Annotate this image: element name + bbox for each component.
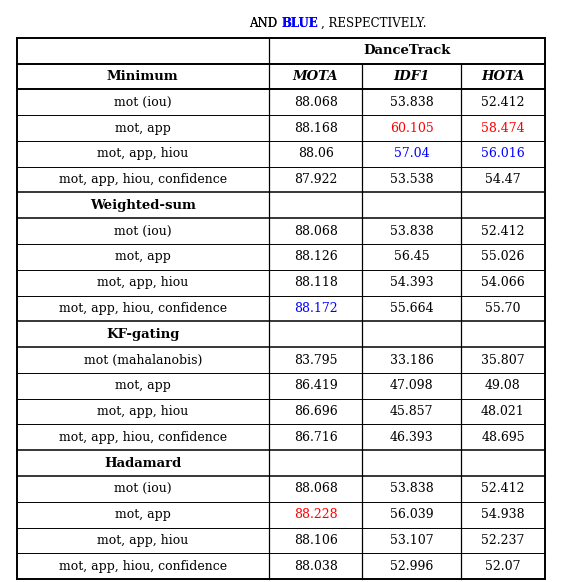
- Text: 88.168: 88.168: [293, 122, 338, 134]
- Text: AND: AND: [249, 17, 281, 30]
- Text: IDF1: IDF1: [393, 70, 430, 83]
- Text: 87.922: 87.922: [294, 173, 337, 186]
- Text: 35.807: 35.807: [481, 353, 525, 367]
- Text: 88.06: 88.06: [298, 147, 333, 160]
- Text: 53.838: 53.838: [390, 96, 433, 109]
- Text: 56.45: 56.45: [394, 250, 429, 264]
- Text: 88.068: 88.068: [293, 225, 338, 237]
- Text: mot, app, hiou: mot, app, hiou: [97, 276, 188, 289]
- Text: 47.098: 47.098: [390, 379, 433, 392]
- Text: 45.857: 45.857: [390, 405, 433, 418]
- Text: 83.795: 83.795: [294, 353, 337, 367]
- Text: 56.016: 56.016: [481, 147, 525, 160]
- Text: 53.538: 53.538: [390, 173, 433, 186]
- Text: 88.172: 88.172: [294, 302, 337, 315]
- Text: mot, app, hiou: mot, app, hiou: [97, 405, 188, 418]
- Text: mot (iou): mot (iou): [114, 482, 171, 495]
- Text: 57.04: 57.04: [394, 147, 429, 160]
- Text: Hadamard: Hadamard: [104, 457, 182, 470]
- Text: mot, app, hiou: mot, app, hiou: [97, 534, 188, 547]
- Text: 56.039: 56.039: [390, 508, 433, 521]
- Text: 49.08: 49.08: [485, 379, 521, 392]
- Text: 55.70: 55.70: [485, 302, 521, 315]
- Text: 53.107: 53.107: [390, 534, 433, 547]
- Text: MOTA: MOTA: [293, 70, 338, 83]
- Text: mot (iou): mot (iou): [114, 225, 171, 237]
- Text: mot, app, hiou, confidence: mot, app, hiou, confidence: [58, 173, 227, 186]
- Text: 54.938: 54.938: [481, 508, 525, 521]
- Text: 48.695: 48.695: [481, 431, 525, 444]
- Text: 58.474: 58.474: [481, 122, 525, 134]
- Text: mot, app, hiou, confidence: mot, app, hiou, confidence: [58, 302, 227, 315]
- Text: 53.838: 53.838: [390, 225, 433, 237]
- Text: 88.068: 88.068: [293, 482, 338, 495]
- Text: BLUE: BLUE: [281, 17, 318, 30]
- Text: mot, app: mot, app: [115, 379, 171, 392]
- Text: 54.393: 54.393: [390, 276, 433, 289]
- Text: 52.07: 52.07: [485, 560, 521, 573]
- Text: KF-gating: KF-gating: [106, 328, 179, 340]
- Text: 60.105: 60.105: [390, 122, 433, 134]
- Text: 53.838: 53.838: [390, 482, 433, 495]
- Text: mot (iou): mot (iou): [114, 96, 171, 109]
- Text: 54.066: 54.066: [481, 276, 525, 289]
- Text: 86.696: 86.696: [294, 405, 337, 418]
- Text: HOTA: HOTA: [481, 70, 525, 83]
- Text: 88.068: 88.068: [293, 96, 338, 109]
- Text: 52.412: 52.412: [481, 482, 525, 495]
- Text: 46.393: 46.393: [390, 431, 433, 444]
- Text: Minimum: Minimum: [107, 70, 179, 83]
- Text: 52.996: 52.996: [390, 560, 433, 573]
- Text: AND: AND: [249, 17, 281, 30]
- Text: 52.412: 52.412: [481, 225, 525, 237]
- Text: 48.021: 48.021: [481, 405, 525, 418]
- Text: , RESPECTIVELY.: , RESPECTIVELY.: [321, 17, 427, 30]
- Text: DanceTrack: DanceTrack: [363, 44, 451, 57]
- Text: 88.038: 88.038: [293, 560, 338, 573]
- Text: 52.412: 52.412: [481, 96, 525, 109]
- Text: 55.664: 55.664: [390, 302, 433, 315]
- Text: mot, app, hiou, confidence: mot, app, hiou, confidence: [58, 560, 227, 573]
- Text: mot, app: mot, app: [115, 250, 171, 264]
- Text: mot, app, hiou: mot, app, hiou: [97, 147, 188, 160]
- Text: mot, app: mot, app: [115, 508, 171, 521]
- Text: mot, app: mot, app: [115, 122, 171, 134]
- Text: 88.106: 88.106: [293, 534, 338, 547]
- Text: 88.118: 88.118: [293, 276, 338, 289]
- Text: Weighted-sum: Weighted-sum: [90, 199, 196, 212]
- Text: BLUE: BLUE: [281, 17, 318, 30]
- Text: mot (mahalanobis): mot (mahalanobis): [84, 353, 202, 367]
- Text: 88.228: 88.228: [294, 508, 337, 521]
- Text: 52.237: 52.237: [481, 534, 525, 547]
- Text: 33.186: 33.186: [389, 353, 434, 367]
- Text: 88.126: 88.126: [294, 250, 337, 264]
- Text: mot, app, hiou, confidence: mot, app, hiou, confidence: [58, 431, 227, 444]
- Text: 54.47: 54.47: [485, 173, 521, 186]
- Text: 55.026: 55.026: [481, 250, 525, 264]
- Text: 86.716: 86.716: [294, 431, 337, 444]
- Text: 86.419: 86.419: [294, 379, 337, 392]
